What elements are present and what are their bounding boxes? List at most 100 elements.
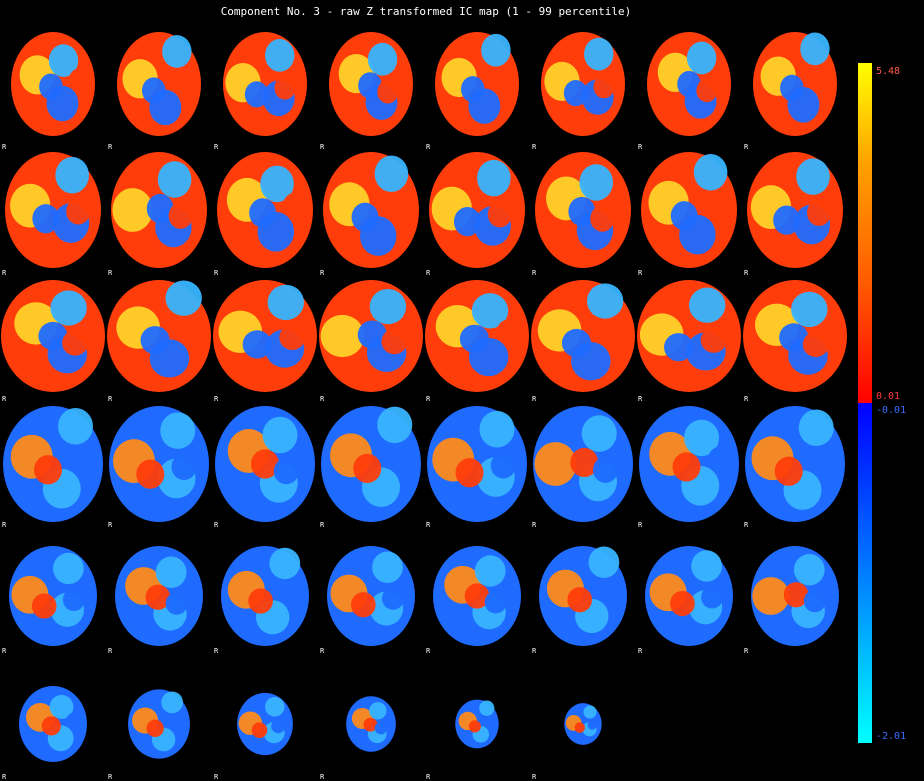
orientation-r-label: R <box>108 774 112 781</box>
orientation-r-label: R <box>532 648 536 655</box>
brain-slice <box>107 280 211 392</box>
brain-slice <box>5 152 101 268</box>
brain-slice <box>751 546 839 646</box>
brain-slice <box>329 32 413 136</box>
brain-slice <box>637 280 741 392</box>
orientation-r-label: R <box>426 522 430 529</box>
orientation-r-label: R <box>214 144 218 151</box>
brain-slice <box>128 689 190 758</box>
orientation-r-label: R <box>214 774 218 781</box>
brain-slice <box>641 152 737 268</box>
colorbar-negative-min-label: -0.01 <box>876 405 906 416</box>
orientation-r-label: R <box>214 396 218 403</box>
brain-slice <box>639 406 739 522</box>
brain-slice <box>321 406 421 522</box>
colorbar-max-label: 5.48 <box>876 66 900 77</box>
orientation-r-label: R <box>744 270 748 277</box>
brain-slice <box>217 152 313 268</box>
orientation-r-label: R <box>2 396 6 403</box>
orientation-r-label: R <box>2 144 6 151</box>
orientation-r-label: R <box>638 522 642 529</box>
orientation-r-label: R <box>744 522 748 529</box>
brain-slice <box>346 696 396 751</box>
orientation-r-label: R <box>744 648 748 655</box>
orientation-r-label: R <box>744 396 748 403</box>
orientation-r-label: R <box>108 396 112 403</box>
orientation-r-label: R <box>532 774 536 781</box>
brain-slice <box>221 546 309 646</box>
brain-slice <box>541 32 625 136</box>
orientation-r-label: R <box>744 144 748 151</box>
orientation-r-label: R <box>426 270 430 277</box>
orientation-r-label: R <box>638 396 642 403</box>
brain-slice <box>743 280 847 392</box>
brain-slice <box>539 546 627 646</box>
brain-slice <box>433 546 521 646</box>
orientation-r-label: R <box>426 648 430 655</box>
brain-slice <box>745 406 845 522</box>
brain-slice <box>215 406 315 522</box>
brain-slice <box>455 700 499 749</box>
brain-slice <box>1 280 105 392</box>
brain-slice <box>435 32 519 136</box>
slice-montage <box>0 0 852 781</box>
brain-slice <box>753 32 837 136</box>
brain-slice <box>535 152 631 268</box>
orientation-r-label: R <box>426 396 430 403</box>
brain-slice <box>327 546 415 646</box>
brain-slice <box>533 406 633 522</box>
orientation-r-label: R <box>320 522 324 529</box>
orientation-r-label: R <box>426 144 430 151</box>
brain-slice <box>531 280 635 392</box>
colorbar-negative <box>858 403 872 743</box>
brain-slice <box>9 546 97 646</box>
orientation-r-label: R <box>108 522 112 529</box>
orientation-r-label: R <box>320 774 324 781</box>
orientation-r-label: R <box>320 396 324 403</box>
orientation-r-label: R <box>532 270 536 277</box>
brain-slice <box>564 703 601 745</box>
brain-slice <box>109 406 209 522</box>
brain-slice <box>747 152 843 268</box>
orientation-r-label: R <box>320 144 324 151</box>
orientation-r-label: R <box>108 648 112 655</box>
orientation-r-label: R <box>638 270 642 277</box>
orientation-r-label: R <box>532 144 536 151</box>
brain-slice <box>111 152 207 268</box>
orientation-r-label: R <box>108 270 112 277</box>
brain-slice <box>647 32 731 136</box>
brain-slice <box>319 280 423 392</box>
brain-slice <box>645 546 733 646</box>
brain-slice <box>427 406 527 522</box>
orientation-r-label: R <box>320 270 324 277</box>
colorbar <box>858 63 872 743</box>
orientation-r-label: R <box>108 144 112 151</box>
brain-slice <box>429 152 525 268</box>
brain-slice <box>117 32 201 136</box>
brain-slice <box>237 693 293 755</box>
brain-slice <box>323 152 419 268</box>
brain-slice <box>19 686 87 762</box>
orientation-r-label: R <box>2 648 6 655</box>
brain-slice <box>223 32 307 136</box>
brain-slice <box>115 546 203 646</box>
colorbar-negative-max-label: -2.01 <box>876 731 906 742</box>
orientation-r-label: R <box>638 144 642 151</box>
orientation-r-label: R <box>532 522 536 529</box>
orientation-r-label: R <box>2 522 6 529</box>
orientation-r-label: R <box>2 774 6 781</box>
brain-slice <box>3 406 103 522</box>
orientation-r-label: R <box>214 270 218 277</box>
orientation-r-label: R <box>2 270 6 277</box>
brain-slice <box>425 280 529 392</box>
orientation-r-label: R <box>320 648 324 655</box>
colorbar-positive <box>858 63 872 403</box>
colorbar-positive-min-label: 0.01 <box>876 391 900 402</box>
orientation-r-label: R <box>638 648 642 655</box>
orientation-r-label: R <box>214 522 218 529</box>
orientation-r-label: R <box>532 396 536 403</box>
orientation-r-label: R <box>426 774 430 781</box>
orientation-r-label: R <box>214 648 218 655</box>
brain-slice <box>213 280 317 392</box>
brain-slice <box>11 32 95 136</box>
